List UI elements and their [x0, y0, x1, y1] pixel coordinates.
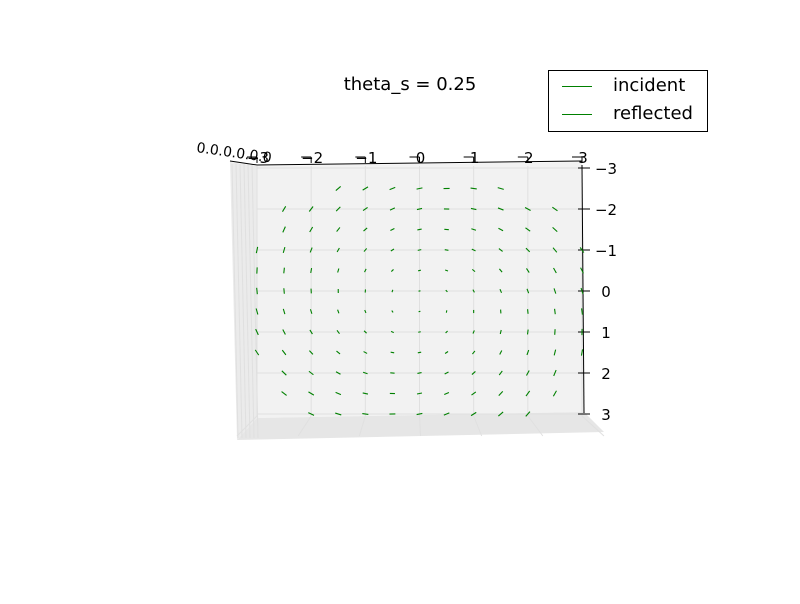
quiver-arrow — [418, 332, 421, 333]
y-tick-label: 2 — [601, 365, 611, 383]
y-tick-label: −1 — [595, 242, 617, 260]
y-tick-label: 1 — [601, 324, 611, 342]
quiver-arrow — [418, 352, 421, 353]
y-tick-label: 3 — [601, 406, 611, 424]
axis-panes — [230, 162, 604, 440]
chart-title: theta_s = 0.25 — [300, 74, 520, 95]
quiver-arrow — [284, 268, 285, 274]
back-pane — [257, 162, 584, 418]
legend-entry-incident: incident — [549, 73, 707, 101]
legend-line-reflected — [562, 114, 592, 115]
quiver-arrow — [418, 270, 421, 271]
quiver-arrow — [418, 250, 422, 251]
quiver-arrow — [257, 288, 258, 294]
legend-label-reflected: reflected — [613, 103, 693, 124]
x-tick-label: 3 — [578, 149, 588, 167]
y-tick-label: −2 — [595, 201, 617, 219]
quiver-arrow — [391, 352, 395, 353]
quiver-arrow — [445, 250, 449, 251]
quiver-arrow — [555, 309, 556, 314]
y-tick-label: 0 — [601, 283, 611, 301]
x-tick-label: 0 — [416, 149, 426, 167]
z-tick-labels: 0.0.0.0.0.0 — [195, 140, 272, 166]
legend-line-incident — [562, 86, 592, 87]
x-tick-label: 1 — [470, 149, 480, 167]
legend-label-incident: incident — [613, 75, 685, 96]
quiver-arrow — [528, 330, 529, 335]
y-tick-label: −3 — [595, 160, 617, 178]
legend-entry-reflected: reflected — [549, 101, 707, 129]
quiver-arrow — [392, 290, 393, 292]
x-tick-label: 2 — [524, 149, 534, 167]
x-tick-label: −2 — [301, 149, 323, 167]
legend: incident reflected — [548, 70, 708, 132]
x-tick-label: −1 — [355, 149, 377, 167]
